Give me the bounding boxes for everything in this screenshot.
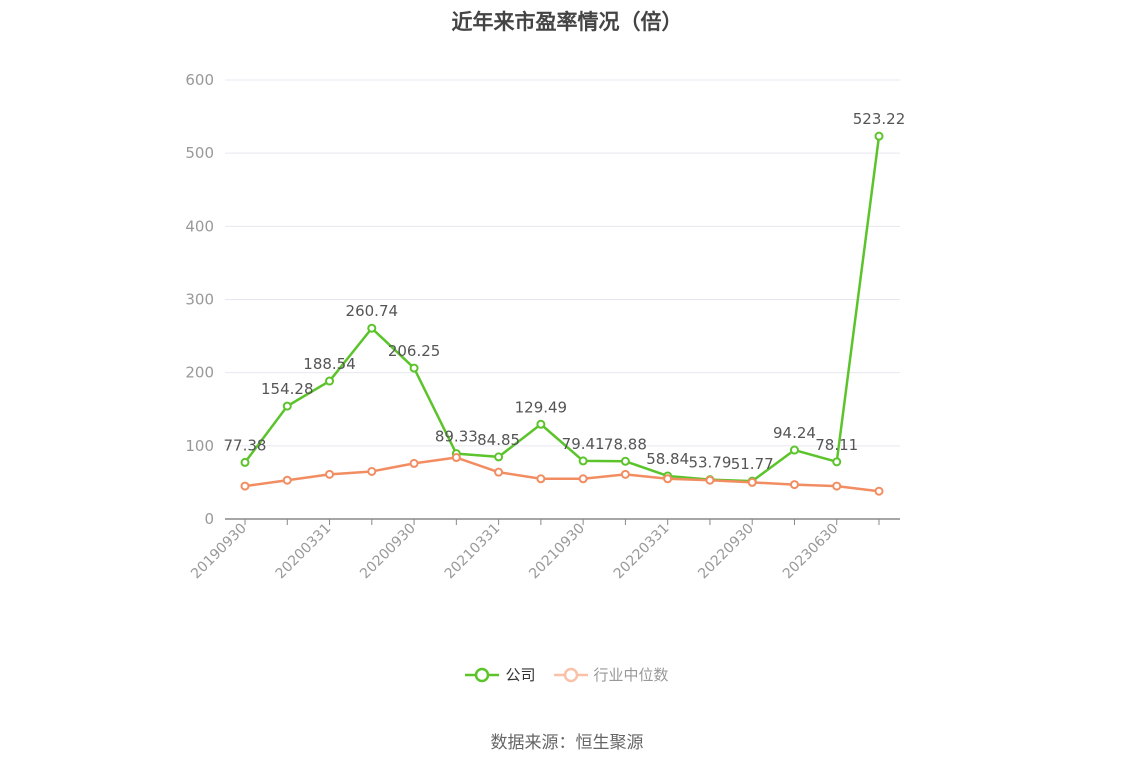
chart-title: 近年来市盈率情况（倍） [451,10,683,34]
x-tick-label: 20230630 [780,521,842,583]
legend-industry-label: 行业中位数 [593,666,669,684]
y-tick-label: 500 [185,144,214,162]
legend-company-label: 公司 [505,666,536,684]
y-tick-label: 0 [204,510,214,528]
data-source-note: 数据来源：恒生聚源 [490,733,644,753]
x-tick-label: 20210331 [442,521,504,583]
company-data-point [620,456,630,466]
legend-item-industry[interactable]: 行业中位数 [553,664,669,685]
company-data-label: 206.25 [388,342,441,360]
y-tick-label: 200 [185,364,214,382]
company-data-point [409,363,419,373]
company-data-label: 79.41 [562,435,605,453]
x-tick-label: 20200930 [357,521,419,583]
legend-company-marker [465,667,500,682]
industry-data-point [451,453,461,463]
industry-data-point [536,474,546,484]
company-data-label: 188.54 [303,355,356,373]
industry-data-point [832,481,842,491]
company-data-point [282,401,292,411]
company-data-label: 78.88 [604,435,647,453]
x-tick-label: 20220331 [611,521,673,583]
legend-industry-marker [553,667,588,682]
company-data-point [832,457,842,467]
industry-data-point [578,474,588,484]
company-data-point [494,452,504,462]
company-data-point [367,323,377,333]
industry-data-point [409,458,419,468]
company-data-label: 84.85 [477,431,520,449]
y-tick-label: 100 [185,437,214,455]
company-data-label: 523.22 [853,110,906,128]
industry-data-point [325,469,335,479]
industry-data-point [367,466,377,476]
industry-series-line [244,456,880,493]
company-data-label: 154.28 [261,380,314,398]
x-tick-label: 20190930 [188,521,250,583]
industry-data-point [282,475,292,485]
company-data-label: 89.33 [435,428,478,446]
company-data-label: 260.74 [346,302,399,320]
industry-data-point [494,467,504,477]
company-data-point [578,456,588,466]
industry-data-point [663,474,673,484]
industry-data-point [620,469,630,479]
industry-data-point [240,481,250,491]
x-tick-label: 20200331 [273,521,335,583]
y-tick-label: 300 [185,291,214,309]
legend: 公司 行业中位数 [0,664,1134,685]
company-data-point [874,131,884,141]
company-data-label: 53.79 [688,454,731,472]
industry-data-point [705,475,715,485]
x-tick-label: 20210930 [526,521,588,583]
company-data-label: 78.11 [815,436,858,454]
company-data-label: 77.38 [224,436,267,454]
company-data-point [240,457,250,467]
company-data-label: 58.84 [646,450,689,468]
industry-data-point [747,477,757,487]
industry-data-point [789,480,799,490]
pe-line-chart: 0 100 200 300 400 500 600 20190930 20200331 20200… [185,71,906,583]
company-data-point [325,376,335,386]
company-series-line [244,136,881,483]
company-data-label: 94.24 [773,424,816,442]
company-data-point [536,419,546,429]
y-tick-label: 400 [185,217,214,235]
industry-data-point [874,486,884,496]
x-tick-label: 20220930 [695,521,757,583]
legend-item-company[interactable]: 公司 [465,664,536,685]
y-tick-label: 600 [185,71,214,89]
company-data-point [789,445,799,455]
company-data-label: 51.77 [731,455,774,473]
company-data-label: 129.49 [515,398,568,416]
